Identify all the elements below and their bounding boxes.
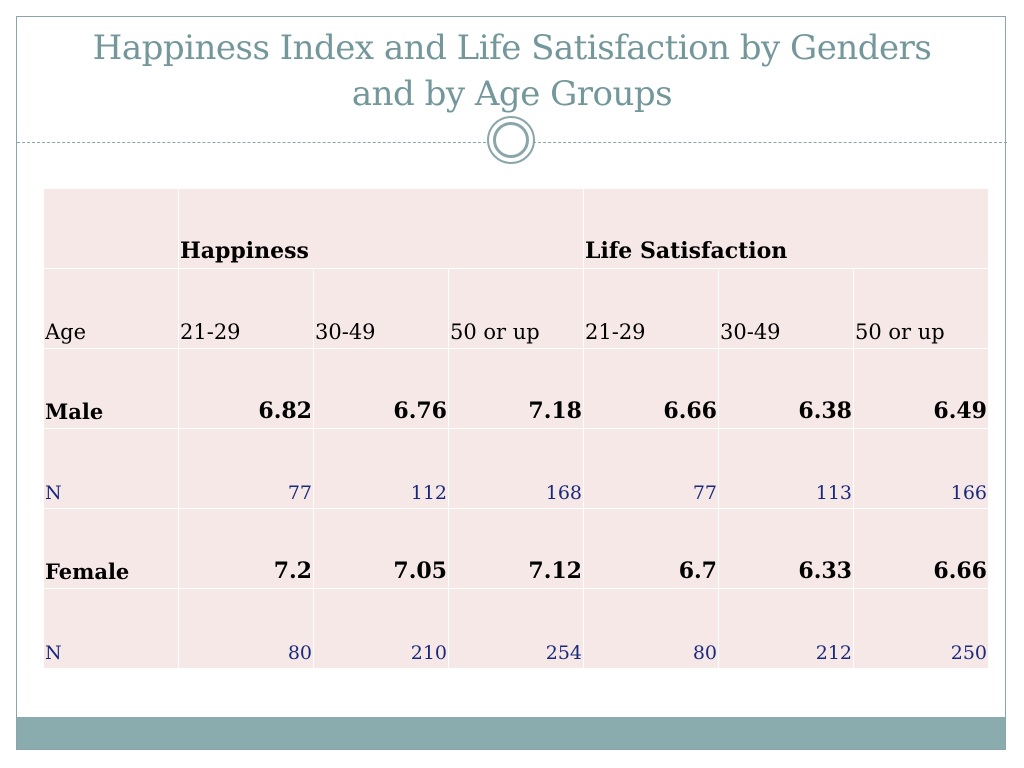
table-row-female: Female 7.2 7.05 7.12 6.7 6.33 6.66 <box>43 508 989 589</box>
value-cell: 6.66 <box>583 348 719 429</box>
row-label: N <box>43 588 179 669</box>
table-row-female-n: N 80 210 254 80 212 250 <box>43 588 989 669</box>
count-cell: 168 <box>448 428 584 509</box>
count-cell: 113 <box>718 428 854 509</box>
age-group-cell: 21-29 <box>583 268 719 349</box>
count-cell: 250 <box>853 588 989 669</box>
happiness-table: Happiness Life Satisfaction Age 21-29 30… <box>43 188 989 669</box>
count-cell: 77 <box>583 428 719 509</box>
table-header-row: Happiness Life Satisfaction <box>43 188 989 269</box>
age-group-cell: 30-49 <box>313 268 449 349</box>
table-corner-cell <box>43 188 179 269</box>
age-row: Age 21-29 30-49 50 or up 21-29 30-49 50 … <box>43 268 989 349</box>
group-header-life-satisfaction: Life Satisfaction <box>583 188 989 269</box>
value-cell: 6.33 <box>718 508 854 589</box>
value-cell: 7.2 <box>178 508 314 589</box>
table-row-male-n: N 77 112 168 77 113 166 <box>43 428 989 509</box>
age-group-cell: 21-29 <box>178 268 314 349</box>
count-cell: 77 <box>178 428 314 509</box>
slide-title-line-1: Happiness Index and Life Satisfaction by… <box>92 28 932 68</box>
footer-bar <box>17 717 1005 749</box>
row-label: Female <box>43 508 179 589</box>
count-cell: 80 <box>583 588 719 669</box>
value-cell: 6.66 <box>853 508 989 589</box>
count-cell: 166 <box>853 428 989 509</box>
row-label: Male <box>43 348 179 429</box>
value-cell: 6.7 <box>583 508 719 589</box>
row-label-age: Age <box>43 268 179 349</box>
table-row-male: Male 6.82 6.76 7.18 6.66 6.38 6.49 <box>43 348 989 429</box>
count-cell: 112 <box>313 428 449 509</box>
value-cell: 6.76 <box>313 348 449 429</box>
value-cell: 6.38 <box>718 348 854 429</box>
count-cell: 212 <box>718 588 854 669</box>
decorative-ring-icon <box>487 116 535 164</box>
value-cell: 6.82 <box>178 348 314 429</box>
count-cell: 254 <box>448 588 584 669</box>
count-cell: 210 <box>313 588 449 669</box>
value-cell: 6.49 <box>853 348 989 429</box>
row-label: N <box>43 428 179 509</box>
age-group-cell: 50 or up <box>448 268 584 349</box>
value-cell: 7.05 <box>313 508 449 589</box>
value-cell: 7.18 <box>448 348 584 429</box>
slide-title: Happiness Index and Life Satisfaction by… <box>17 25 1007 117</box>
slide: Happiness Index and Life Satisfaction by… <box>16 16 1007 750</box>
age-group-cell: 30-49 <box>718 268 854 349</box>
slide-title-line-2: and by Age Groups <box>351 74 673 114</box>
value-cell: 7.12 <box>448 508 584 589</box>
group-header-happiness: Happiness <box>178 188 584 269</box>
count-cell: 80 <box>178 588 314 669</box>
age-group-cell: 50 or up <box>853 268 989 349</box>
